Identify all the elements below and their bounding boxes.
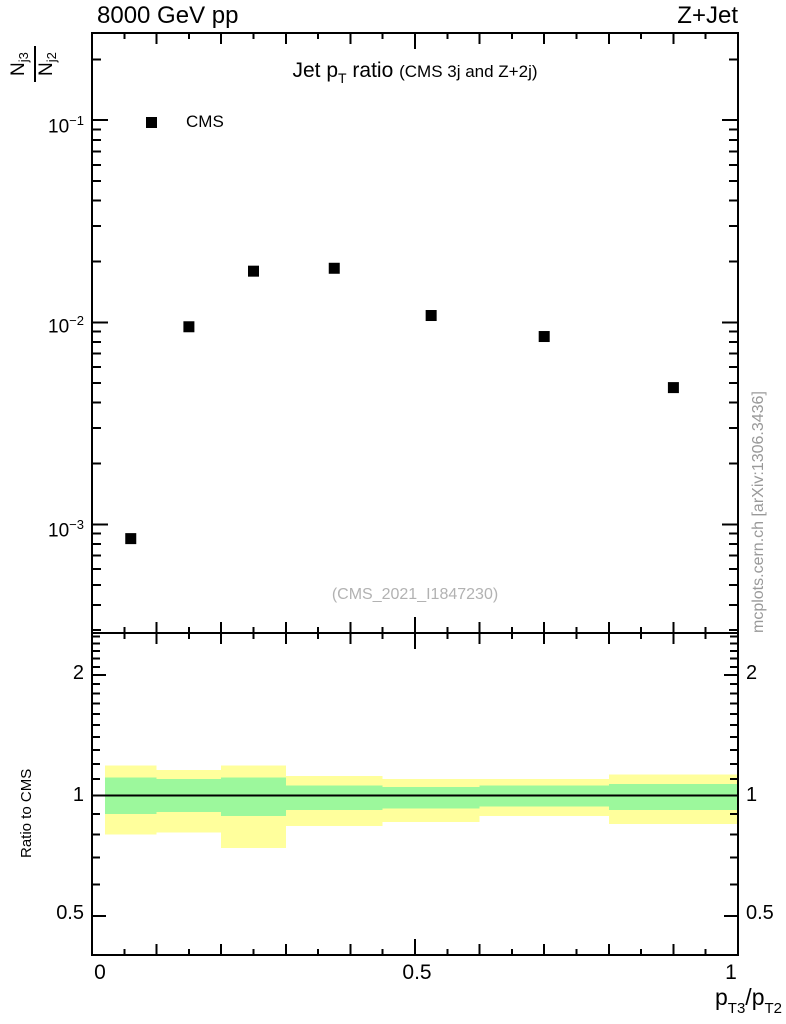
mcplots-side-note: mcplots.cern.ch [arXiv:1306.3436] xyxy=(750,391,767,633)
plot-title: Jet pT ratio (CMS 3j and Z+2j) xyxy=(292,59,538,86)
header-process: Z+Jet xyxy=(677,2,738,29)
ratio-tick-label-right: 2 xyxy=(746,662,758,684)
y-axis-tick-label: 10−2 xyxy=(48,313,84,338)
ratio-tick-label-left: 1 xyxy=(72,784,84,806)
ratio-axis-title: Ratio to CMS xyxy=(18,768,35,858)
data-point xyxy=(125,533,137,545)
data-point xyxy=(425,310,437,322)
top-panel-y-ticks xyxy=(92,58,738,632)
band-stat-uncertainty xyxy=(285,785,383,811)
ratio-tick-label-left: 2 xyxy=(72,662,84,684)
x-axis-title: pT3/pT2 xyxy=(714,984,782,1017)
y-axis-tick-label: 10−1 xyxy=(48,113,84,138)
x-axis-tick-label: 0.5 xyxy=(402,961,432,984)
data-point xyxy=(667,382,679,394)
data-point xyxy=(328,262,340,274)
band-stat-uncertainty xyxy=(382,787,480,809)
x-axis-tick-label: 0 xyxy=(94,961,106,984)
x-axis-tick-label: 1 xyxy=(725,961,737,984)
ratio-tick-label-right: 1 xyxy=(746,784,758,806)
ratio-tick-label-right: 0.5 xyxy=(746,902,774,924)
data-series-CMS xyxy=(125,262,679,545)
data-point xyxy=(183,321,195,333)
legend-marker-square xyxy=(146,117,157,128)
header-energy: 8000 GeV pp xyxy=(97,2,239,29)
y-axis-tick-label: 10−3 xyxy=(48,517,84,542)
band-stat-uncertainty xyxy=(608,783,738,811)
ratio-panel-y-ticks xyxy=(92,635,738,956)
ratio-uncertainty-bands xyxy=(104,765,738,849)
data-point xyxy=(538,331,550,343)
analysis-watermark: (CMS_2021_I1847230) xyxy=(331,586,499,603)
ratio-tick-label-left: 0.5 xyxy=(56,902,84,924)
y-axis-title-denominator: Nj2 xyxy=(36,52,59,76)
y-axis-title-fraction: Nj3 Nj2 xyxy=(8,46,62,82)
band-stat-uncertainty xyxy=(221,777,286,816)
legend-label: CMS xyxy=(186,112,224,131)
x-axis-ticks xyxy=(91,33,739,955)
data-point xyxy=(248,265,259,277)
y-axis-title-numerator: Nj3 xyxy=(8,46,36,82)
